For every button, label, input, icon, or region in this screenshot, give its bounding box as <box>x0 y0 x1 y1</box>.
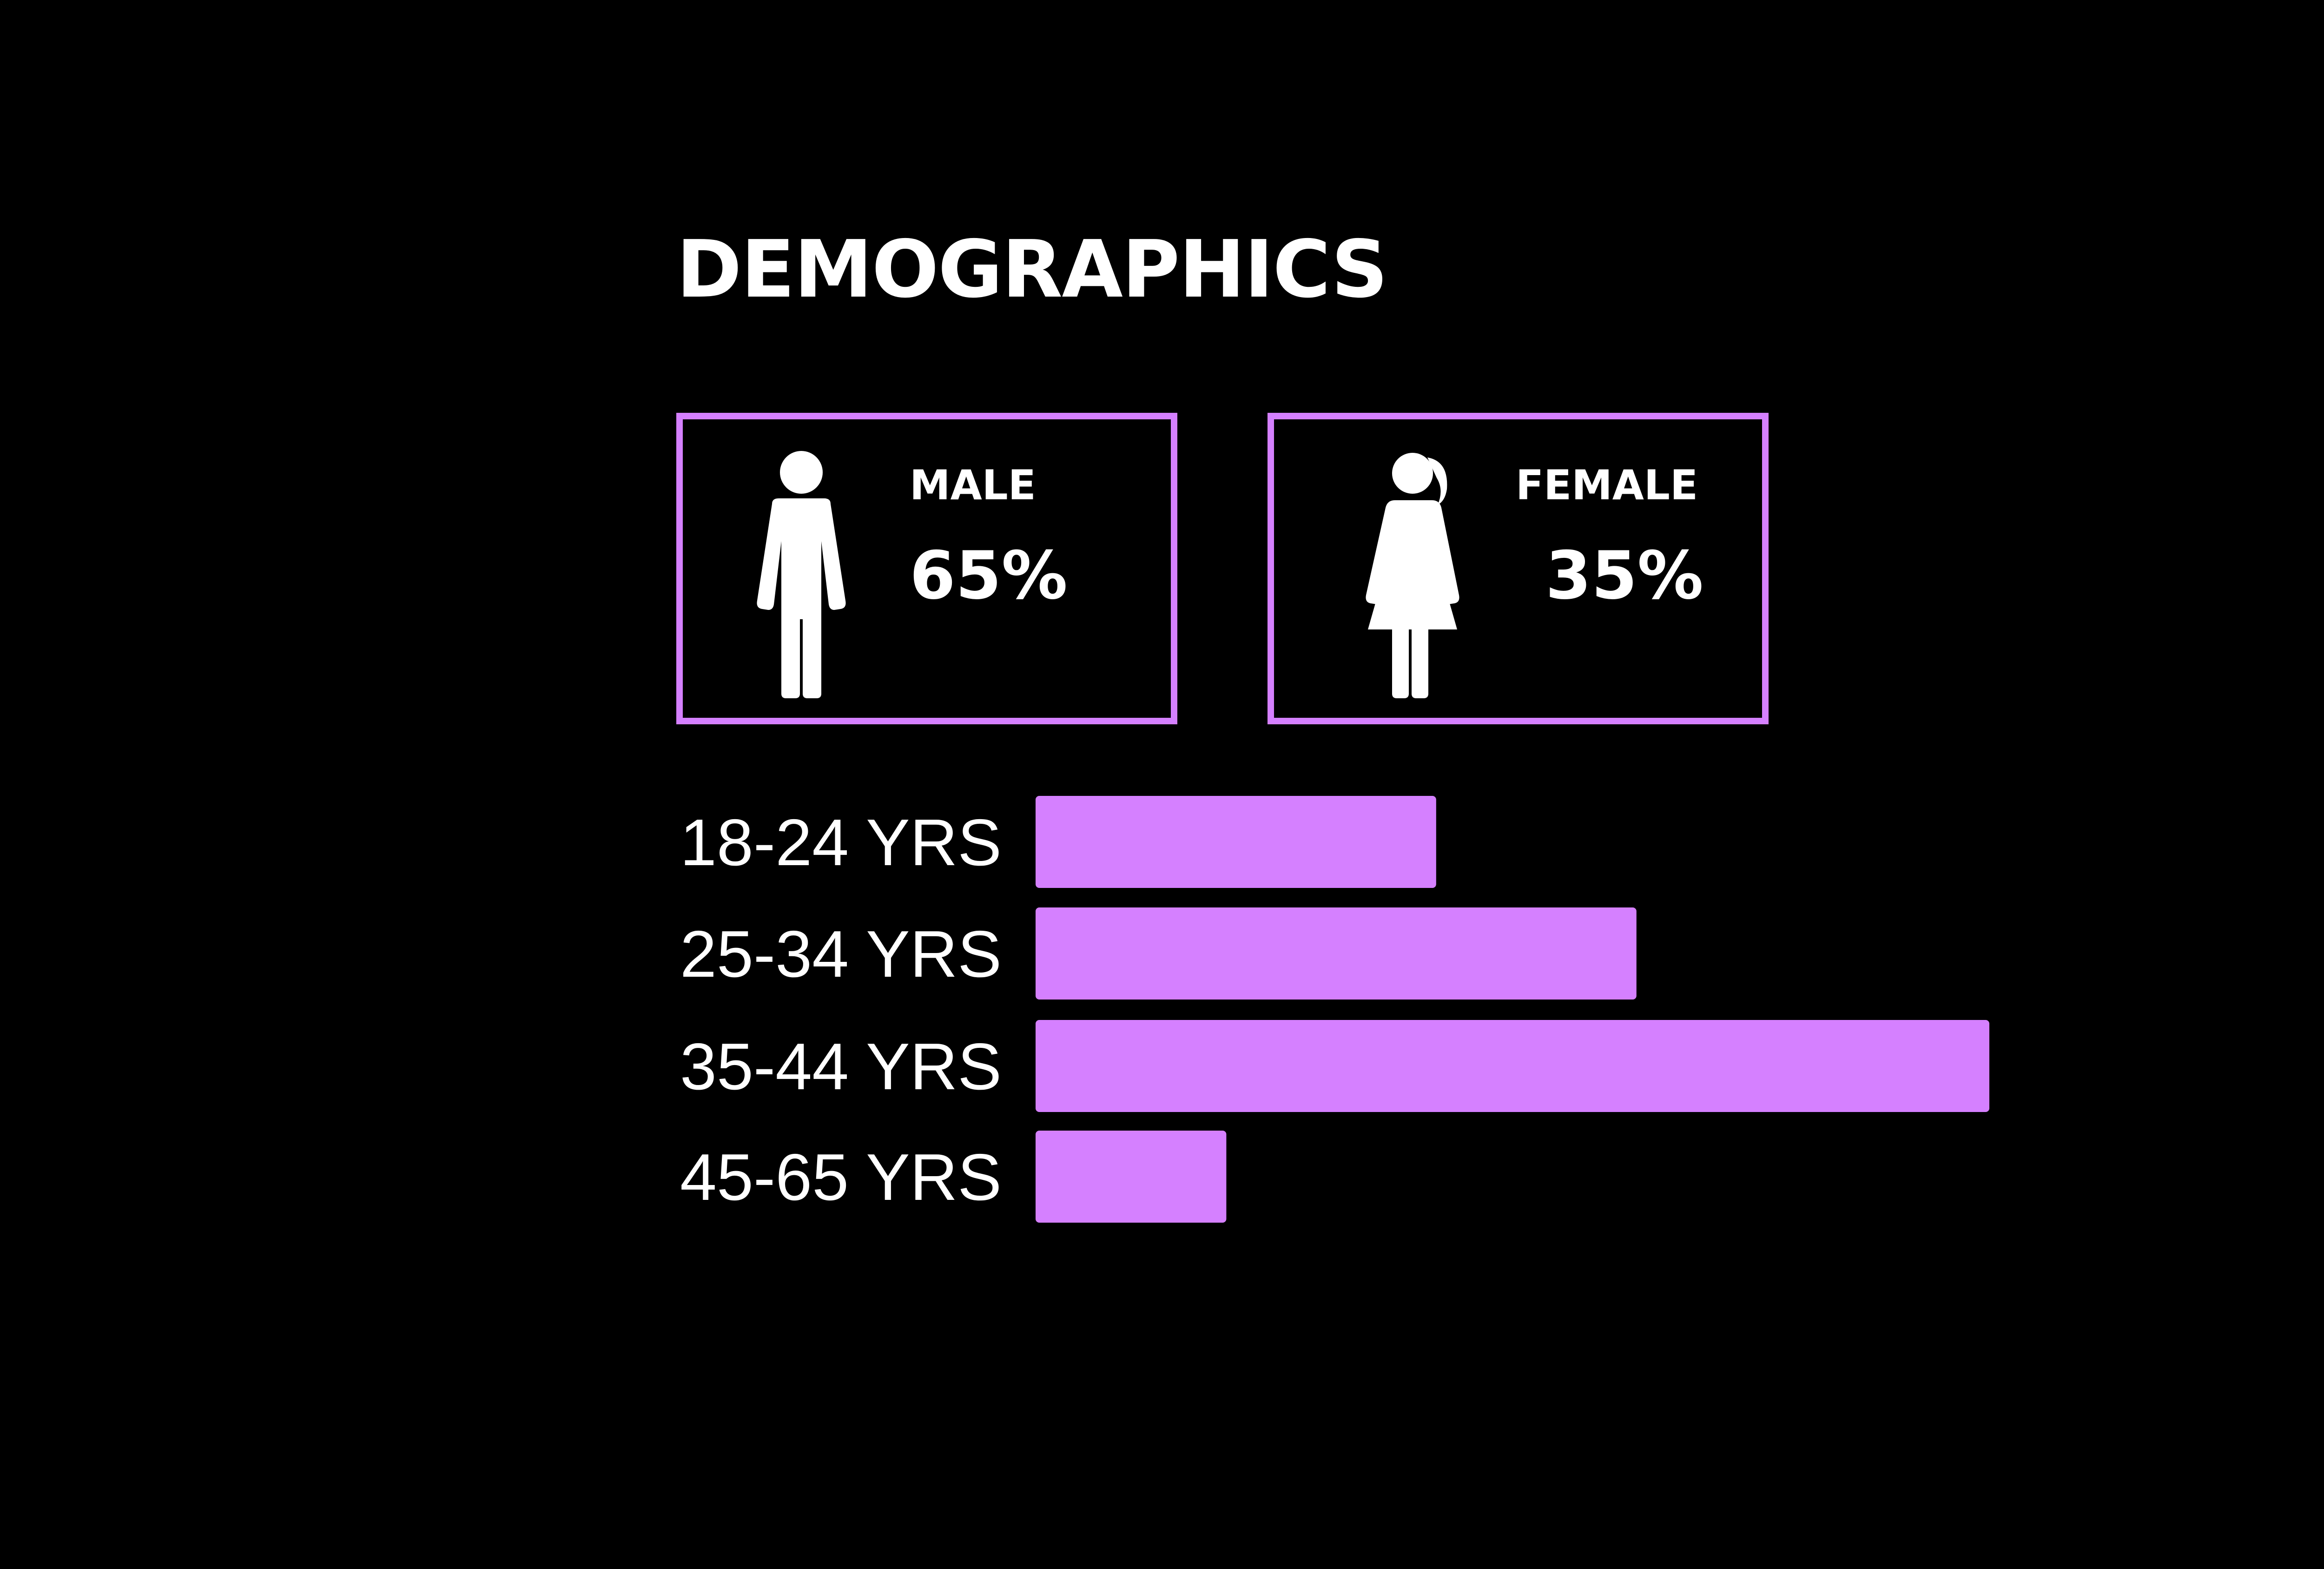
male-label: MALE <box>910 461 1036 509</box>
male-percentage: 65% <box>910 537 1068 614</box>
age-bar-35-44 <box>1036 1020 1989 1112</box>
female-stat-card: FEMALE 35% <box>1268 413 1769 724</box>
age-label-45-65: 45-65 YRS <box>680 1140 1002 1214</box>
age-label-18-24: 18-24 YRS <box>680 806 1002 880</box>
age-label-35-44: 35-44 YRS <box>680 1030 1002 1104</box>
female-percentage: 35% <box>1545 537 1703 614</box>
male-stat-card: MALE 65% <box>676 413 1177 724</box>
page-title: DEMOGRAPHICS <box>676 224 1388 316</box>
female-label: FEMALE <box>1516 461 1698 509</box>
age-bar-18-24 <box>1036 796 1436 888</box>
age-bar-25-34 <box>1036 907 1637 1000</box>
age-label-25-34: 25-34 YRS <box>680 917 1002 991</box>
male-person-icon <box>757 451 846 698</box>
age-bar-45-65 <box>1036 1131 1227 1223</box>
female-person-icon <box>1366 453 1459 698</box>
